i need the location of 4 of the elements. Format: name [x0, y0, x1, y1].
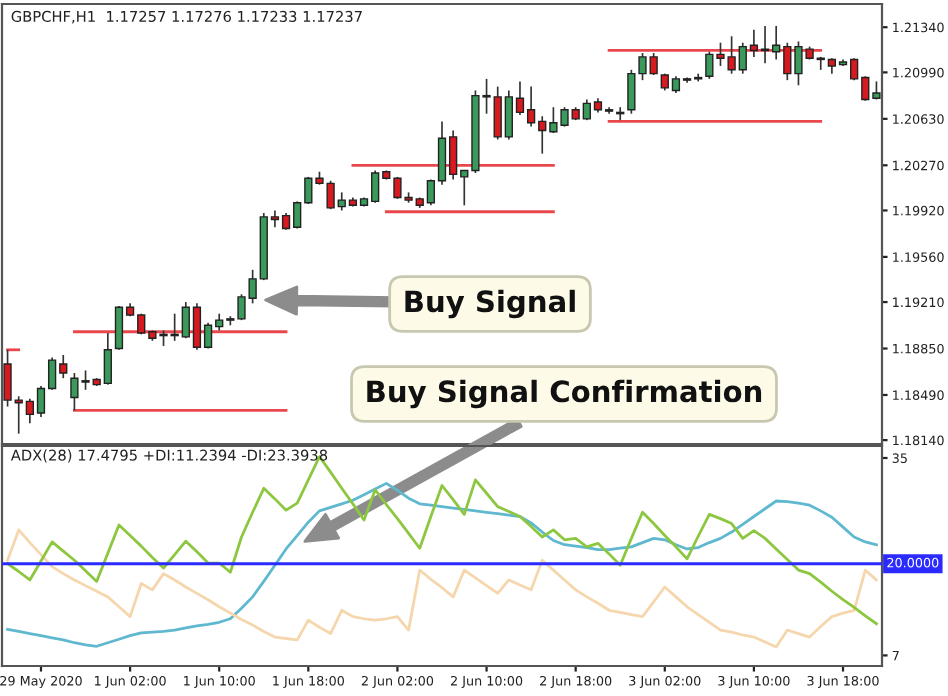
annotation: Buy Signal: [405, 289, 575, 319]
annotation: Buy Signal Confirmation: [367, 379, 762, 409]
line-series: [6, 528, 878, 649]
line-series: [6, 481, 878, 648]
